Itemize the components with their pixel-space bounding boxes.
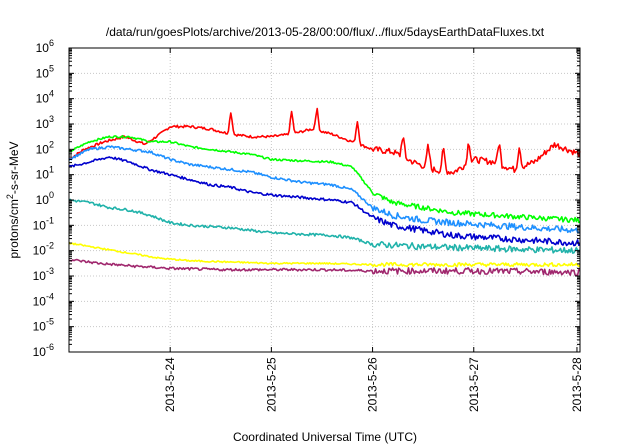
y-tick-label: 103 <box>36 114 54 131</box>
y-tick-base: 10 <box>36 142 50 156</box>
y-tick-exponent: 3 <box>49 114 54 124</box>
y-tick-exponent: -4 <box>46 291 54 301</box>
x-tick-label: 2013-5-28 <box>570 357 584 412</box>
y-tick-label: 10-5 <box>33 317 54 334</box>
x-tick-label: 2013-5-27 <box>467 357 481 412</box>
y-axis-label-superscript: 2 <box>5 194 15 199</box>
y-tick-base: 10 <box>33 269 47 283</box>
y-tick-base: 10 <box>33 294 47 308</box>
y-tick-base: 10 <box>36 168 50 182</box>
y-tick-label: 105 <box>36 63 54 80</box>
y-tick-exponent: -1 <box>46 215 54 225</box>
y-axis-ticks: 10610510410310210110010-110-210-310-410-… <box>33 38 580 359</box>
y-axis-label: protons/cm2-s-sr-MeV <box>5 141 21 258</box>
y-axis-label-unit: protons/cm <box>7 199 21 258</box>
x-axis-ticks: 2013-5-24 2013-5-25 2013-5-26 2013-5-27 2013… <box>163 48 584 412</box>
series-line-2 <box>68 134 581 224</box>
y-tick-exponent: -6 <box>46 342 54 352</box>
y-tick-label: 104 <box>36 89 54 106</box>
x-tick-label: 2013-5-26 <box>366 357 380 412</box>
y-tick-base: 10 <box>33 218 47 232</box>
chart-title: /data/run/goesPlots/archive/2013-05-28/0… <box>106 25 545 39</box>
y-tick-label: 10-2 <box>33 241 54 258</box>
series-line-5 <box>68 198 581 254</box>
y-tick-base: 10 <box>36 92 50 106</box>
x-tick-label: 2013-5-25 <box>264 357 278 412</box>
y-tick-label: 10-4 <box>33 291 54 308</box>
y-tick-base: 10 <box>36 117 50 131</box>
y-tick-exponent: -5 <box>46 317 54 327</box>
series-line-7 <box>68 258 581 277</box>
y-tick-label: 10-1 <box>33 215 54 232</box>
series-line-3 <box>68 145 581 234</box>
series-line-1 <box>68 107 581 175</box>
y-tick-label: 100 <box>36 190 54 207</box>
y-tick-label: 102 <box>36 139 54 156</box>
y-tick-exponent: -2 <box>46 241 54 251</box>
x-axis-label: Coordinated Universal Time (UTC) <box>233 430 417 444</box>
y-tick-label: 10-6 <box>33 342 54 359</box>
y-tick-exponent: 2 <box>49 139 54 149</box>
y-tick-base: 10 <box>33 244 47 258</box>
y-tick-exponent: 4 <box>49 89 54 99</box>
series-line-4 <box>68 156 581 247</box>
y-tick-label: 101 <box>36 165 54 182</box>
y-tick-label: 10-3 <box>33 266 54 283</box>
y-tick-label: 106 <box>36 38 54 55</box>
y-tick-base: 10 <box>33 345 47 359</box>
y-tick-exponent: 6 <box>49 38 54 48</box>
y-axis-label-rest: -s-sr-MeV <box>7 141 21 194</box>
series-group <box>68 107 581 277</box>
y-tick-exponent: 0 <box>49 190 54 200</box>
y-tick-base: 10 <box>33 320 47 334</box>
series-line-6 <box>68 241 581 268</box>
y-tick-base: 10 <box>36 66 50 80</box>
y-tick-exponent: 1 <box>49 165 54 175</box>
x-tick-label: 2013-5-24 <box>163 357 177 412</box>
y-tick-exponent: -3 <box>46 266 54 276</box>
y-tick-base: 10 <box>36 41 50 55</box>
y-tick-base: 10 <box>36 193 50 207</box>
y-tick-exponent: 5 <box>49 63 54 73</box>
